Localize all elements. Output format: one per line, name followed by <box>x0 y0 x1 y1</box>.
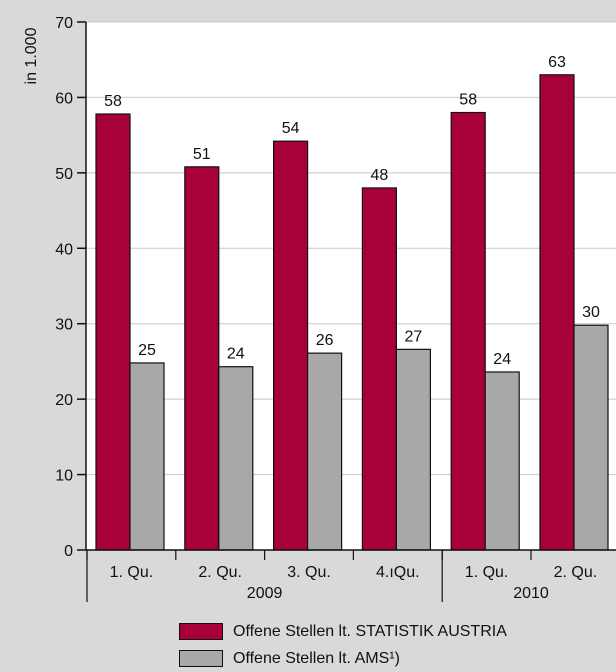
x-tick-label: 2. Qu. <box>554 564 598 581</box>
x-tick-label: 1. Qu. <box>110 564 154 581</box>
legend-swatch-statistik-austria <box>179 623 223 640</box>
data-label: 48 <box>371 167 389 184</box>
data-label: 24 <box>227 346 245 363</box>
group-label: 2009 <box>247 585 283 602</box>
plot-area <box>86 22 616 550</box>
data-labels: 58 51 54 48 58 63 25 24 26 27 24 30 <box>104 54 600 368</box>
y-tick-label: 0 <box>64 543 73 560</box>
bar <box>218 366 254 551</box>
data-label: 24 <box>493 351 511 368</box>
y-tick-label: 10 <box>55 468 73 485</box>
data-label: 58 <box>459 92 477 109</box>
bar <box>273 140 309 551</box>
y-axis-label: in 1.000 <box>23 27 40 84</box>
legend: Offene Stellen lt. STATISTIK AUSTRIA Off… <box>179 618 507 672</box>
bar <box>539 74 575 551</box>
bar <box>95 113 131 551</box>
x-tick-label: 2. Qu. <box>198 564 242 581</box>
y-tick-label: 30 <box>55 317 73 334</box>
bar <box>361 187 397 551</box>
data-label: 27 <box>405 328 423 345</box>
y-tick-label: 20 <box>55 392 73 409</box>
bar <box>395 348 431 551</box>
y-axis-ticks: 0 10 20 30 40 50 60 70 <box>55 15 86 560</box>
legend-swatch-ams <box>179 650 223 667</box>
x-tick-label: 1. Qu. <box>465 564 509 581</box>
legend-item-statistik-austria: Offene Stellen lt. STATISTIK AUSTRIA <box>179 618 507 645</box>
data-label: 26 <box>316 332 334 349</box>
bar <box>129 362 165 551</box>
gridlines <box>86 21 616 476</box>
legend-label-ams: Offene Stellen lt. AMS¹) <box>233 649 400 667</box>
bars <box>95 74 609 551</box>
data-label: 51 <box>193 146 211 163</box>
y-tick-label: 50 <box>55 166 73 183</box>
data-label: 30 <box>582 304 600 321</box>
x-tick-label: 4.ıQu. <box>376 564 420 581</box>
y-tick-label: 70 <box>55 15 73 32</box>
bar <box>450 111 486 551</box>
bar <box>307 352 343 551</box>
legend-label-statistik-austria: Offene Stellen lt. STATISTIK AUSTRIA <box>233 622 507 640</box>
legend-item-ams: Offene Stellen lt. AMS¹) <box>179 645 507 672</box>
bar <box>573 324 609 551</box>
bar <box>184 166 220 551</box>
bar <box>484 371 520 551</box>
y-tick-label: 40 <box>55 241 73 258</box>
data-label: 54 <box>282 120 300 137</box>
x-axis: 1. Qu. 2. Qu. 3. Qu. 4.ıQu. 1. Qu. 2. Qu. 2009… <box>86 549 616 602</box>
x-tick-label: 3. Qu. <box>287 564 331 581</box>
data-label: 25 <box>138 342 156 359</box>
data-label: 58 <box>104 93 122 110</box>
y-tick-label: 60 <box>55 90 73 107</box>
group-label: 2010 <box>513 585 549 602</box>
data-label: 63 <box>548 54 566 71</box>
